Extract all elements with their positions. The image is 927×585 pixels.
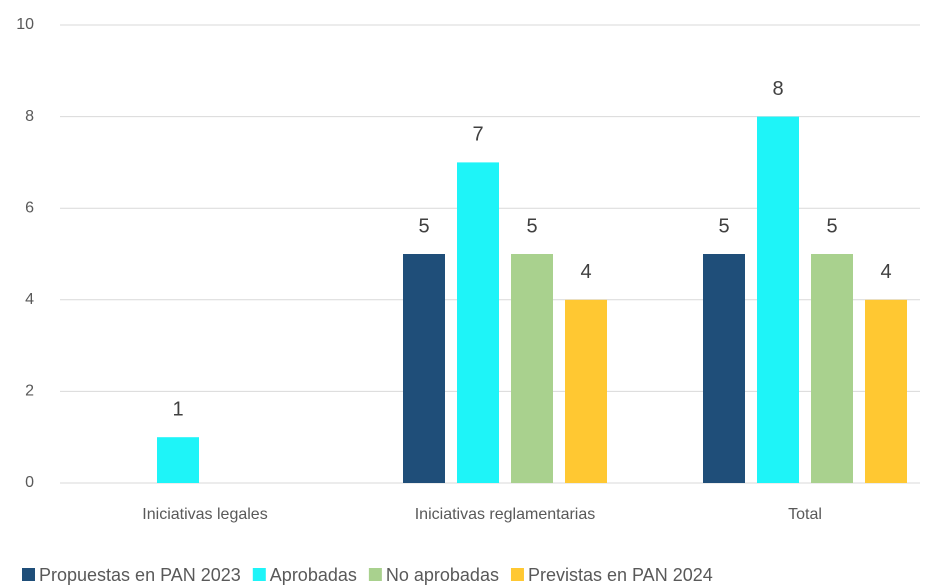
- data-label: 5: [826, 215, 837, 237]
- legend-label: No aprobadas: [386, 565, 499, 585]
- bar: [157, 437, 199, 483]
- legend-swatch: [252, 568, 266, 581]
- legend-label: Previstas en PAN 2024: [528, 565, 713, 585]
- data-label: 1: [172, 398, 183, 420]
- y-tick-label: 2: [25, 383, 34, 400]
- bar: [511, 254, 553, 483]
- data-label: 8: [772, 78, 783, 100]
- bar: [757, 116, 799, 483]
- legend-swatch: [368, 568, 382, 581]
- legend-swatch: [22, 568, 35, 581]
- bar: [865, 299, 907, 483]
- y-tick-label: 10: [16, 16, 34, 33]
- bar: [403, 254, 445, 483]
- data-label: 5: [718, 215, 729, 237]
- y-tick-label: 0: [25, 474, 34, 491]
- y-tick-label: 4: [25, 291, 34, 308]
- legend-label: Aprobadas: [270, 565, 357, 585]
- legend-label: Propuestas en PAN 2023: [39, 565, 241, 585]
- x-tick-label: Total: [788, 506, 822, 523]
- bar: [703, 254, 745, 483]
- y-tick-label: 6: [25, 199, 34, 216]
- x-tick-label: Iniciativas reglamentarias: [415, 506, 596, 523]
- bar: [457, 162, 499, 483]
- data-label: 4: [880, 261, 891, 283]
- bar: [565, 299, 607, 483]
- y-tick-label: 8: [25, 108, 34, 125]
- data-label: 5: [526, 215, 537, 237]
- data-label: 7: [472, 124, 483, 146]
- x-tick-label: Iniciativas legales: [142, 506, 267, 523]
- data-label: 4: [580, 261, 591, 283]
- data-label: 5: [418, 215, 429, 237]
- legend-swatch: [510, 568, 524, 581]
- bar: [811, 254, 853, 483]
